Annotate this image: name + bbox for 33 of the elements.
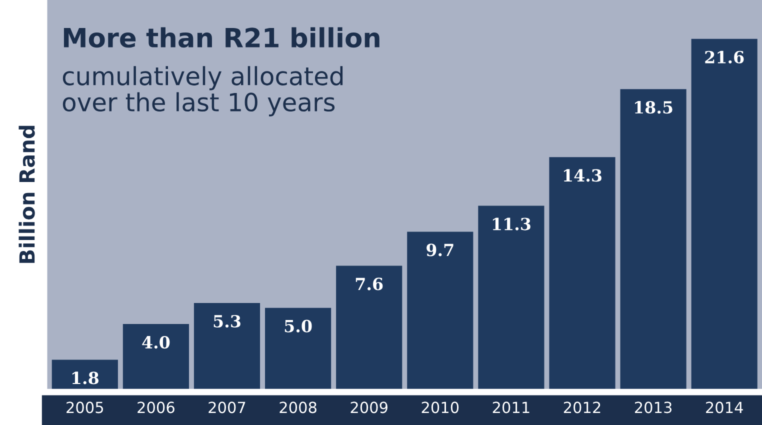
- x-tick-label: 2005: [66, 402, 104, 414]
- x-tick-label: 2007: [208, 402, 246, 414]
- data-label: 11.3: [492, 218, 530, 230]
- x-tick-label: 2014: [706, 402, 743, 414]
- bar: [194, 303, 260, 389]
- data-label: 14.3: [564, 169, 602, 182]
- text: cumulatively allocated over the last 10 years: [62, 66, 343, 116]
- data-label: 5.3: [214, 314, 240, 328]
- data-label: 18.5: [635, 101, 672, 114]
- bar: [691, 38, 758, 389]
- x-tick-label: 2010: [422, 402, 459, 414]
- bar: [52, 360, 118, 389]
- data-label: 9.7: [426, 244, 454, 256]
- x-tick-label: 2012: [564, 402, 600, 414]
- data-label: 5.0: [284, 320, 312, 332]
- bar: [620, 89, 686, 389]
- data-label: 7.6: [356, 278, 383, 290]
- y-axis-title: Billion Rand: [18, 126, 35, 263]
- data-label: 1.8: [72, 372, 98, 384]
- bar: [407, 232, 474, 389]
- data-label: 4.0: [142, 336, 170, 349]
- bar: [122, 324, 189, 389]
- x-tick-label: 2011: [492, 402, 530, 414]
- x-tick-label: 2009: [350, 402, 388, 414]
- bar: [336, 266, 402, 389]
- x-tick-label: 2013: [634, 402, 672, 414]
- bar: [478, 206, 544, 389]
- x-tick-label: 2008: [280, 402, 316, 414]
- text: More than R21 billion: [64, 27, 380, 48]
- x-tick-label: 2006: [138, 402, 174, 414]
- bar: [265, 308, 332, 389]
- bar: [549, 157, 616, 389]
- data-label: 21.6: [705, 50, 744, 64]
